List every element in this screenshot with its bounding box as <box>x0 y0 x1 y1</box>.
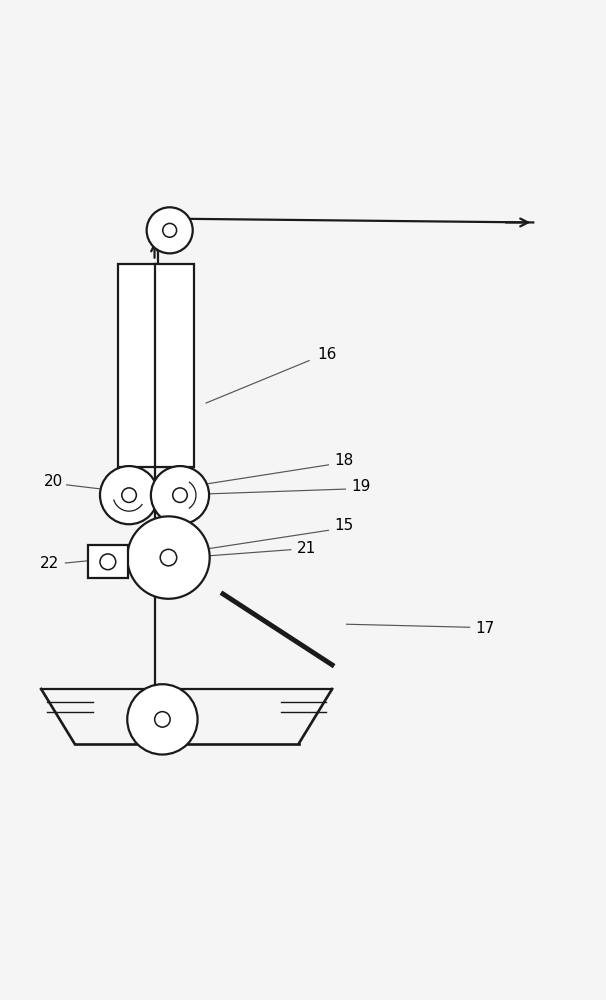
Circle shape <box>127 684 198 755</box>
Circle shape <box>100 466 158 524</box>
FancyBboxPatch shape <box>88 545 127 578</box>
Text: 16: 16 <box>318 347 337 362</box>
Text: 18: 18 <box>335 453 354 468</box>
Text: 15: 15 <box>335 518 354 533</box>
Text: 21: 21 <box>296 541 316 556</box>
Circle shape <box>151 466 209 524</box>
Text: 17: 17 <box>475 621 494 636</box>
Circle shape <box>147 207 193 253</box>
Bar <box>118 264 194 467</box>
Text: 22: 22 <box>40 556 59 571</box>
Text: 20: 20 <box>44 474 63 489</box>
Text: 19: 19 <box>351 479 370 494</box>
Circle shape <box>127 516 210 599</box>
